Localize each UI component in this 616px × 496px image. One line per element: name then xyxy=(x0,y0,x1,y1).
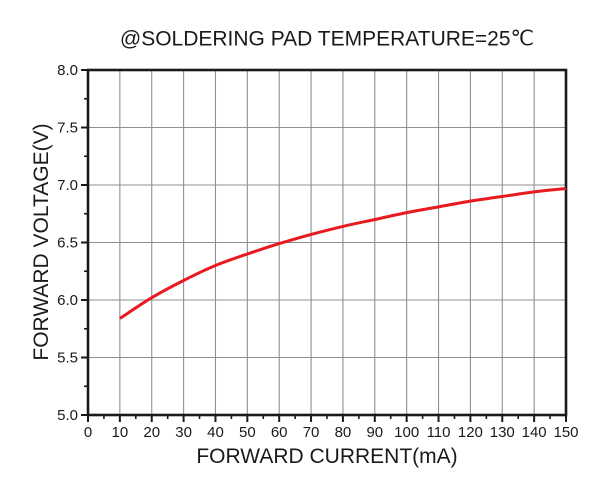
y-tick-label: 6.5 xyxy=(57,235,78,252)
x-tick-label: 70 xyxy=(303,424,320,441)
x-tick-label: 100 xyxy=(394,424,419,441)
x-tick-label: 20 xyxy=(143,424,160,441)
y-axis-title: FORWARD VOLTAGE(V) xyxy=(30,123,53,361)
y-tick-label: 5.5 xyxy=(57,350,78,367)
y-tick-label: 7.5 xyxy=(57,120,78,137)
x-tick-label: 0 xyxy=(84,424,92,441)
x-axis-title: FORWARD CURRENT(mA) xyxy=(196,445,458,468)
x-tick-label: 150 xyxy=(553,424,578,441)
chart-title: @SOLDERING PAD TEMPERATURE=25℃ xyxy=(119,27,535,51)
y-tick-label: 6.0 xyxy=(57,292,78,309)
x-tick-label: 80 xyxy=(335,424,352,441)
x-tick-label: 10 xyxy=(112,424,129,441)
plot-border xyxy=(86,68,568,417)
x-tick-label: 130 xyxy=(490,424,515,441)
x-tick-label: 110 xyxy=(427,424,451,441)
x-tick-label: 50 xyxy=(239,424,256,441)
y-tick-label: 8.0 xyxy=(57,62,78,79)
y-tick-label: 7.0 xyxy=(57,177,78,194)
x-tick-label: 40 xyxy=(207,424,224,441)
x-tick-label: 90 xyxy=(366,424,383,441)
y-tick-label: 5.0 xyxy=(57,407,78,424)
x-tick-label: 60 xyxy=(271,424,288,441)
x-tick-label: 120 xyxy=(458,424,483,441)
forward-voltage-curve xyxy=(119,187,567,320)
x-tick-label: 140 xyxy=(522,424,547,441)
x-tick-label: 30 xyxy=(175,424,192,441)
